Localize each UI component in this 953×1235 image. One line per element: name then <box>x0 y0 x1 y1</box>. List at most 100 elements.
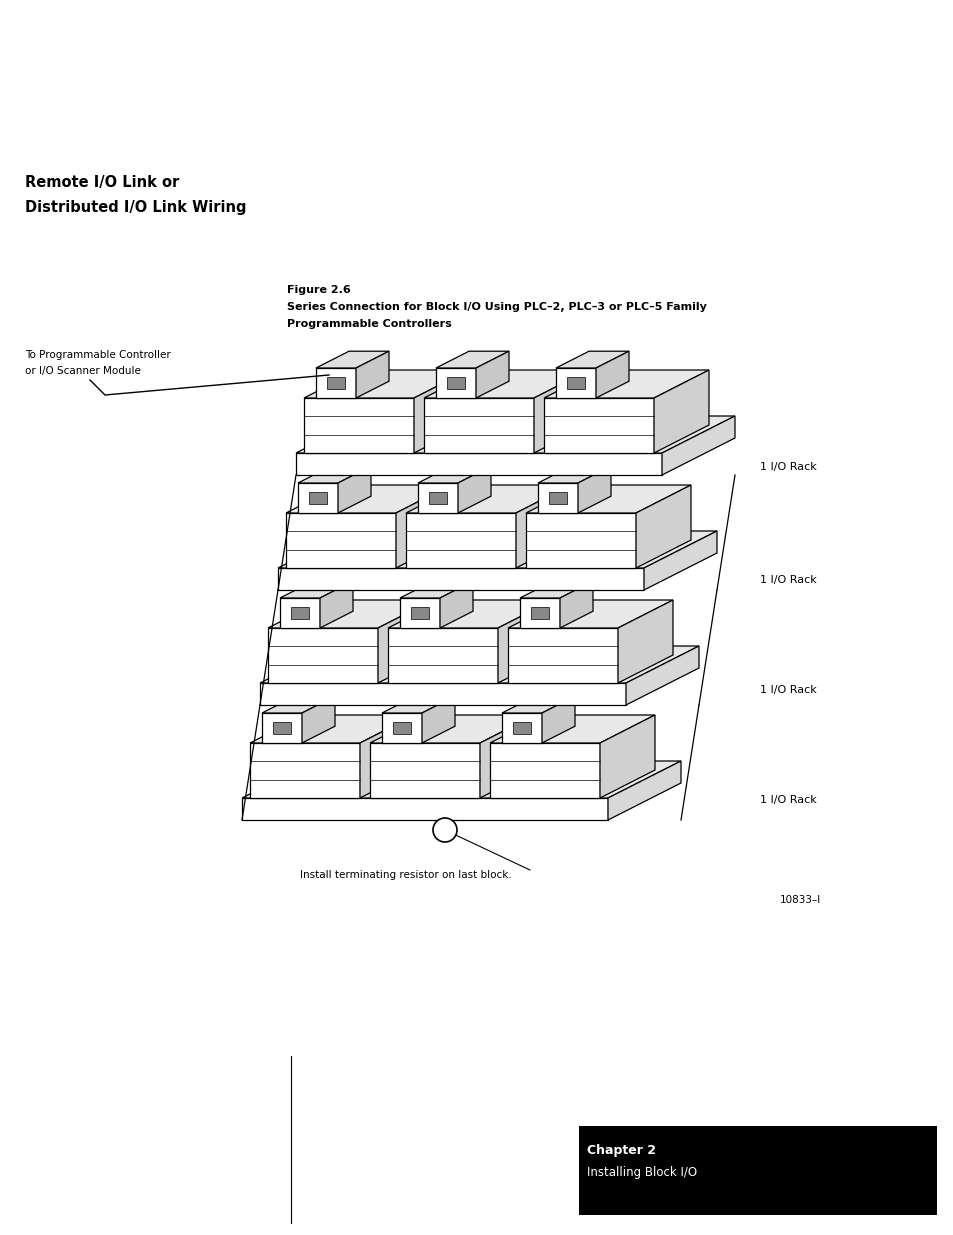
Polygon shape <box>319 582 353 629</box>
Polygon shape <box>286 485 451 513</box>
Circle shape <box>433 818 456 842</box>
Polygon shape <box>277 531 717 568</box>
Polygon shape <box>411 606 429 619</box>
Text: 2-7: 2-7 <box>879 1192 899 1205</box>
Polygon shape <box>302 697 335 743</box>
Polygon shape <box>277 568 643 590</box>
Polygon shape <box>618 600 672 683</box>
Polygon shape <box>654 370 708 453</box>
Polygon shape <box>370 743 479 798</box>
Polygon shape <box>596 351 628 398</box>
Polygon shape <box>295 453 661 475</box>
Text: Programmable Controllers: Programmable Controllers <box>287 319 452 329</box>
Polygon shape <box>250 715 415 743</box>
Polygon shape <box>381 713 421 743</box>
Text: Install terminating resistor on last block.: Install terminating resistor on last blo… <box>299 869 511 881</box>
Polygon shape <box>242 798 607 820</box>
Polygon shape <box>242 761 680 798</box>
Text: or I/O Scanner Module: or I/O Scanner Module <box>25 366 141 375</box>
Polygon shape <box>429 492 447 504</box>
Polygon shape <box>423 370 588 398</box>
Text: To Programmable Controller: To Programmable Controller <box>25 350 171 359</box>
Polygon shape <box>525 485 690 513</box>
Polygon shape <box>507 600 672 629</box>
Polygon shape <box>436 351 509 368</box>
Polygon shape <box>250 743 359 798</box>
Polygon shape <box>490 743 599 798</box>
Polygon shape <box>262 713 302 743</box>
Polygon shape <box>388 629 497 683</box>
Polygon shape <box>543 398 654 453</box>
Polygon shape <box>556 351 628 368</box>
Text: Remote I/O Link or: Remote I/O Link or <box>25 175 179 190</box>
Polygon shape <box>268 629 377 683</box>
Polygon shape <box>559 582 593 629</box>
Polygon shape <box>315 368 355 398</box>
Polygon shape <box>399 598 439 629</box>
Polygon shape <box>280 582 353 598</box>
Polygon shape <box>625 646 699 705</box>
Text: Series Connection for Block I/O Using PLC–2, PLC–3 or PLC–5 Family: Series Connection for Block I/O Using PL… <box>287 303 706 312</box>
Polygon shape <box>421 697 455 743</box>
Polygon shape <box>393 722 411 734</box>
Polygon shape <box>501 697 575 713</box>
Polygon shape <box>355 351 389 398</box>
Text: Chapter 2: Chapter 2 <box>586 1145 656 1157</box>
Polygon shape <box>447 377 464 389</box>
Polygon shape <box>417 466 491 483</box>
Polygon shape <box>399 582 473 598</box>
Polygon shape <box>636 485 690 568</box>
Polygon shape <box>661 416 734 475</box>
Polygon shape <box>513 722 531 734</box>
Polygon shape <box>315 351 389 368</box>
Polygon shape <box>260 683 625 705</box>
Polygon shape <box>507 629 618 683</box>
Polygon shape <box>423 398 534 453</box>
Polygon shape <box>370 715 535 743</box>
Polygon shape <box>297 466 371 483</box>
Polygon shape <box>268 600 433 629</box>
Polygon shape <box>541 697 575 743</box>
Polygon shape <box>359 715 415 798</box>
Polygon shape <box>262 697 335 713</box>
Text: 1 I/O Rack: 1 I/O Rack <box>760 576 816 585</box>
Polygon shape <box>607 761 680 820</box>
Polygon shape <box>309 492 327 504</box>
Polygon shape <box>531 606 548 619</box>
Polygon shape <box>414 370 469 453</box>
Polygon shape <box>599 715 655 798</box>
Bar <box>578 1126 936 1215</box>
Polygon shape <box>501 713 541 743</box>
Polygon shape <box>439 582 473 629</box>
Text: Distributed I/O Link Wiring: Distributed I/O Link Wiring <box>25 200 246 215</box>
Polygon shape <box>457 466 491 513</box>
Text: Figure 2.6: Figure 2.6 <box>287 285 351 295</box>
Polygon shape <box>381 697 455 713</box>
Polygon shape <box>490 715 655 743</box>
Text: Installing Block I/O: Installing Block I/O <box>586 1166 697 1179</box>
Text: 10833–I: 10833–I <box>780 895 821 905</box>
Polygon shape <box>291 606 309 619</box>
Polygon shape <box>295 416 734 453</box>
Polygon shape <box>525 513 636 568</box>
Polygon shape <box>534 370 588 453</box>
Polygon shape <box>556 368 596 398</box>
Polygon shape <box>327 377 345 389</box>
Polygon shape <box>537 466 610 483</box>
Polygon shape <box>297 483 337 513</box>
Polygon shape <box>337 466 371 513</box>
Polygon shape <box>260 646 699 683</box>
Polygon shape <box>548 492 566 504</box>
Text: 1 I/O Rack: 1 I/O Rack <box>760 685 816 695</box>
Polygon shape <box>304 398 414 453</box>
Text: 1 I/O Rack: 1 I/O Rack <box>760 462 816 472</box>
Polygon shape <box>497 600 553 683</box>
Polygon shape <box>476 351 509 398</box>
Polygon shape <box>395 485 451 568</box>
Polygon shape <box>417 483 457 513</box>
Polygon shape <box>643 531 717 590</box>
Polygon shape <box>543 370 708 398</box>
Polygon shape <box>519 582 593 598</box>
Polygon shape <box>566 377 584 389</box>
Polygon shape <box>273 722 291 734</box>
